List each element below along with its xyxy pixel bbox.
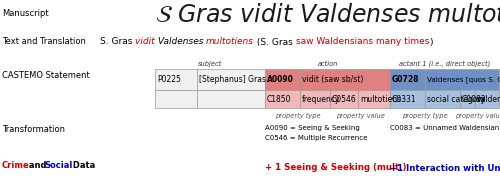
Text: Valdenses: Valdenses xyxy=(158,38,206,47)
Text: S. Gras: S. Gras xyxy=(100,38,135,47)
Text: multotiens: multotiens xyxy=(360,95,401,103)
Text: property type: property type xyxy=(402,112,448,118)
Bar xyxy=(197,69,265,90)
Text: Transformation: Transformation xyxy=(2,125,65,135)
Bar xyxy=(300,90,330,108)
Text: frequency: frequency xyxy=(302,95,341,103)
Text: Valdenses [quos S. Gras vidit]: Valdenses [quos S. Gras vidit] xyxy=(427,76,500,83)
Text: A0090 = Seeing & Seeking: A0090 = Seeing & Seeking xyxy=(265,125,360,131)
Bar xyxy=(155,69,197,90)
Text: valdenses: valdenses xyxy=(477,95,500,103)
Text: property type: property type xyxy=(274,112,320,118)
Text: Data: Data xyxy=(70,162,95,171)
Text: A0090: A0090 xyxy=(267,75,294,84)
Text: C1850: C1850 xyxy=(267,95,291,103)
Bar xyxy=(390,90,425,108)
Text: and: and xyxy=(26,162,50,171)
Text: subject: subject xyxy=(198,61,222,67)
Bar xyxy=(155,90,197,108)
Text: C0083: C0083 xyxy=(462,95,486,103)
Text: [Stephanus] Gras: [Stephanus] Gras xyxy=(199,75,266,84)
Text: C0546 = Multiple Recurrence: C0546 = Multiple Recurrence xyxy=(265,135,368,141)
Text: Text and Translation: Text and Translation xyxy=(2,38,86,47)
Text: C0546: C0546 xyxy=(332,95,357,103)
Text: property value: property value xyxy=(336,112,384,118)
Text: multotiens: multotiens xyxy=(206,38,254,47)
Text: social category: social category xyxy=(427,95,485,103)
Text: + 1 Seeing & Seeking (mult.): + 1 Seeing & Seeking (mult.) xyxy=(265,164,406,173)
Text: actant 1 (i.e., direct object): actant 1 (i.e., direct object) xyxy=(399,60,490,67)
Bar xyxy=(265,90,300,108)
Text: action: action xyxy=(318,61,338,66)
Text: +1 Interaction with Unnamed Waldensian/s: +1 Interaction with Unnamed Waldensian/s xyxy=(390,164,500,173)
Bar xyxy=(460,90,475,108)
Text: C0083 = Unnamed Waldensian (plural): C0083 = Unnamed Waldensian (plural) xyxy=(390,125,500,131)
Text: (S. Gras: (S. Gras xyxy=(254,38,296,47)
Bar xyxy=(265,69,300,90)
Text: Manuscript: Manuscript xyxy=(2,10,48,19)
Text: Social: Social xyxy=(44,162,72,171)
Bar xyxy=(358,90,390,108)
Text: vidit: vidit xyxy=(135,38,158,47)
Text: vidit (saw sb/st): vidit (saw sb/st) xyxy=(302,75,364,84)
Text: $\mathcal{S}$ $\mathit{Gras\ vidit\ Valdenses\ multotiens}$: $\mathcal{S}$ $\mathit{Gras\ vidit\ Vald… xyxy=(155,4,500,27)
Text: property value: property value xyxy=(455,112,500,118)
Bar xyxy=(425,69,499,90)
Text: saw Waldensians many times: saw Waldensians many times xyxy=(296,38,429,47)
Text: Crime: Crime xyxy=(2,162,30,171)
Bar xyxy=(425,90,460,108)
Bar xyxy=(330,90,358,108)
Bar xyxy=(300,69,390,90)
Text: ): ) xyxy=(429,38,432,47)
Bar xyxy=(475,90,499,108)
Bar xyxy=(390,69,425,90)
Text: G0728: G0728 xyxy=(392,75,419,84)
Text: P0225: P0225 xyxy=(157,75,181,84)
Text: CASTEMO Statement: CASTEMO Statement xyxy=(2,72,90,81)
Bar xyxy=(197,90,265,108)
Text: C0331: C0331 xyxy=(392,95,416,103)
